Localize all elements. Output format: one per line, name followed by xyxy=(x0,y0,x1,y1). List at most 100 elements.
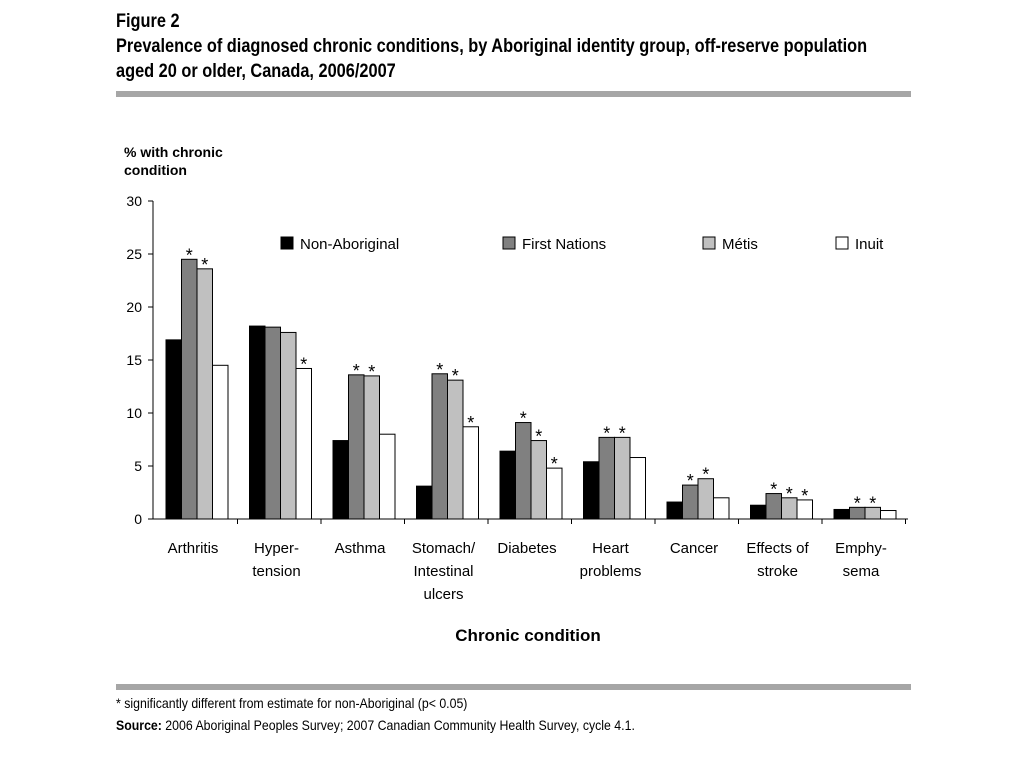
source-note: Source: 2006 Aboriginal Peoples Survey; … xyxy=(116,714,908,736)
x-tick-label-line: Diabetes xyxy=(497,540,556,557)
bar xyxy=(212,364,229,520)
x-tick-label-line: Asthma xyxy=(335,540,387,557)
significance-marker: * xyxy=(869,493,876,513)
bar xyxy=(280,331,297,520)
figure-title: Prevalence of diagnosed chronic conditio… xyxy=(116,36,868,82)
significance-marker: * xyxy=(452,366,459,386)
bar xyxy=(165,339,182,520)
y-axis: 0 5 10 15 20 25 30 xyxy=(126,193,154,527)
x-tick-label-line: ulcers xyxy=(423,586,463,603)
x-tick-label: Heart problems xyxy=(580,540,642,580)
bar xyxy=(379,433,396,520)
bar xyxy=(295,367,312,520)
bar xyxy=(880,510,897,520)
significance-marker: * xyxy=(619,423,626,443)
bar xyxy=(713,497,730,520)
x-tick-label: Stomach/Intestinal ulcers xyxy=(412,540,476,603)
x-tick-label-line: Hyper- xyxy=(254,540,299,557)
significance-marker: * xyxy=(702,465,709,485)
significance-marker: * xyxy=(520,409,527,429)
x-tick-label-line: Cancer xyxy=(670,540,718,557)
bar xyxy=(196,268,213,520)
legend-swatch xyxy=(702,236,716,250)
x-tick-label-line: Heart xyxy=(592,540,630,557)
bar xyxy=(249,325,266,520)
significance-note: * significantly different from estimate … xyxy=(116,695,468,711)
significance-marker: * xyxy=(535,427,542,447)
figure-header: Figure 2 Prevalence of diagnosed chronic… xyxy=(116,10,910,84)
significance-marker: * xyxy=(786,484,793,504)
bar xyxy=(332,440,349,520)
bar xyxy=(363,375,380,520)
bar xyxy=(750,504,767,520)
significance-marker: * xyxy=(854,493,861,513)
bar xyxy=(264,326,281,520)
x-tick-label-line: sema xyxy=(843,563,880,580)
source-text: 2006 Aboriginal Peoples Survey; 2007 Can… xyxy=(165,717,635,733)
significance-marker: * xyxy=(186,245,193,265)
bar xyxy=(583,461,600,520)
x-tick-label: Arthritis xyxy=(168,540,219,557)
y-axis-label-line: condition xyxy=(124,162,187,178)
bar xyxy=(348,374,365,520)
legend-entry: Métis xyxy=(702,236,758,253)
bar xyxy=(499,450,516,520)
footnotes: * significantly different from estimate … xyxy=(116,692,908,736)
bar xyxy=(614,436,631,520)
bar xyxy=(546,467,563,520)
y-tick-label: 10 xyxy=(126,405,142,421)
y-tick-label: 20 xyxy=(126,299,142,315)
x-tick-label-line: problems xyxy=(580,563,642,580)
figure-label: Figure 2 xyxy=(116,11,180,32)
bar xyxy=(462,426,479,520)
legend-entry: First Nations xyxy=(502,236,606,253)
legend-entry: Inuit xyxy=(835,236,884,253)
y-axis-label-line: % with chronic xyxy=(124,144,223,160)
y-axis-label: % with chronic condition xyxy=(124,144,223,178)
bar xyxy=(431,373,448,520)
significance-marker: * xyxy=(551,454,558,474)
bar xyxy=(530,440,547,520)
bar xyxy=(181,258,198,520)
bar xyxy=(833,508,850,520)
x-tick-label: Cancer xyxy=(670,540,718,557)
bar xyxy=(416,485,433,520)
x-tick-label: Asthma xyxy=(335,540,387,557)
y-tick-label: 0 xyxy=(134,511,142,527)
significance-marker: * xyxy=(353,361,360,381)
y-tick-label: 5 xyxy=(134,458,142,474)
legend-label: Non-Aboriginal xyxy=(300,236,399,253)
y-tick-label: 15 xyxy=(126,352,142,368)
bar xyxy=(697,478,714,520)
bar xyxy=(515,422,532,520)
significance-marker: * xyxy=(770,480,777,500)
significance-marker: * xyxy=(436,360,443,380)
legend-swatch xyxy=(280,236,294,250)
significance-marker: * xyxy=(201,255,208,275)
legend-swatch xyxy=(835,236,849,250)
bars: * * * * * * * * * * * * * * * * * * * * xyxy=(165,245,897,520)
x-tick-label-line: Intestinal xyxy=(413,563,473,580)
bar xyxy=(598,436,615,520)
x-tick-label: Effects of stroke xyxy=(746,540,809,580)
x-axis: Arthritis Hyper-tension Asthma Stomach/Inte… xyxy=(153,518,908,603)
bar xyxy=(447,379,464,520)
source-label: Source: xyxy=(116,717,162,733)
legend-label: Inuit xyxy=(855,236,884,253)
y-tick-label: 30 xyxy=(126,193,142,209)
y-tick-label: 25 xyxy=(126,246,142,262)
x-tick-label: Diabetes xyxy=(497,540,556,557)
x-tick-label-line: Effects of xyxy=(746,540,809,557)
bar xyxy=(629,457,646,520)
legend-swatch xyxy=(502,236,516,250)
significance-marker: * xyxy=(603,423,610,443)
top-rule xyxy=(116,91,911,97)
x-tick-label: Emphy-sema xyxy=(835,540,887,580)
x-tick-label-line: stroke xyxy=(757,563,798,580)
legend-label: Métis xyxy=(722,236,758,253)
legend-entry: Non-Aboriginal xyxy=(280,236,399,253)
legend-label: First Nations xyxy=(522,236,606,253)
bar xyxy=(666,501,683,520)
significance-marker: * xyxy=(368,362,375,382)
significance-marker: * xyxy=(687,471,694,491)
